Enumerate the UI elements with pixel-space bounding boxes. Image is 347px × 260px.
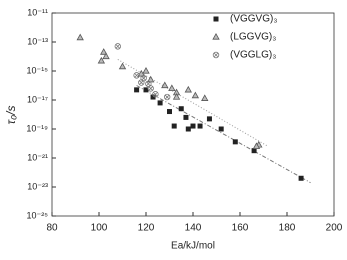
point	[97, 56, 106, 64]
point	[157, 100, 163, 106]
point	[147, 85, 154, 92]
point	[191, 91, 200, 99]
point	[140, 75, 147, 82]
point	[133, 72, 140, 79]
point	[178, 106, 184, 112]
plot-frame	[51, 12, 335, 217]
point	[163, 93, 171, 101]
y-tick-label: 10⁻¹⁵	[27, 65, 49, 75]
legend-marker	[212, 32, 220, 40]
point	[252, 142, 261, 150]
fit-line	[136, 85, 311, 184]
y-tick-label: 10⁻¹¹	[27, 7, 48, 17]
y-axis-label: τ₀/s	[4, 106, 18, 125]
x-tick-label: 100	[91, 223, 108, 234]
point	[143, 87, 149, 93]
point	[184, 85, 192, 93]
point	[118, 62, 127, 70]
y-tick-label: 10⁻²¹	[27, 152, 48, 162]
legend-label: (VGGVG)₃	[230, 14, 277, 25]
y-tick-label: 10⁻¹³	[27, 36, 48, 46]
point	[167, 109, 172, 115]
point	[201, 94, 209, 101]
point	[150, 94, 156, 100]
point	[76, 33, 84, 41]
point	[152, 91, 159, 98]
point	[185, 126, 191, 132]
y-tick-label: 10⁻¹⁹	[26, 123, 48, 133]
legend-marker	[212, 51, 220, 59]
point	[100, 48, 108, 55]
point	[218, 126, 224, 132]
x-tick-label: 180	[279, 223, 296, 234]
point	[134, 87, 140, 93]
legend-marker	[213, 16, 219, 22]
x-tick-label: 120	[138, 223, 155, 234]
point	[232, 139, 238, 145]
point	[114, 43, 122, 50]
legend-label: (VGGLG)₃	[230, 50, 276, 61]
point	[102, 52, 110, 60]
legend-label: (LGGVG)₃	[230, 32, 276, 43]
point	[183, 114, 189, 120]
x-tick-label: 200	[326, 223, 343, 234]
point	[251, 148, 257, 154]
point	[298, 175, 304, 181]
y-tick-label: 10⁻¹⁷	[27, 94, 48, 104]
y-tick-label: 10⁻²⁵	[27, 210, 49, 220]
x-tick-label: 140	[185, 223, 202, 234]
fit-line	[117, 58, 269, 147]
point	[197, 123, 203, 129]
point	[168, 84, 176, 92]
point	[172, 93, 181, 100]
x-tick-label: 160	[232, 223, 249, 234]
point	[161, 81, 169, 89]
point	[145, 80, 152, 87]
point	[190, 123, 196, 129]
point	[206, 116, 212, 122]
point	[142, 66, 150, 74]
x-tick-label: 80	[46, 223, 58, 234]
point	[171, 123, 177, 129]
y-tick-label: 10⁻²³	[27, 181, 48, 191]
x-axis-label: Ea/kJ/mol	[171, 241, 215, 252]
